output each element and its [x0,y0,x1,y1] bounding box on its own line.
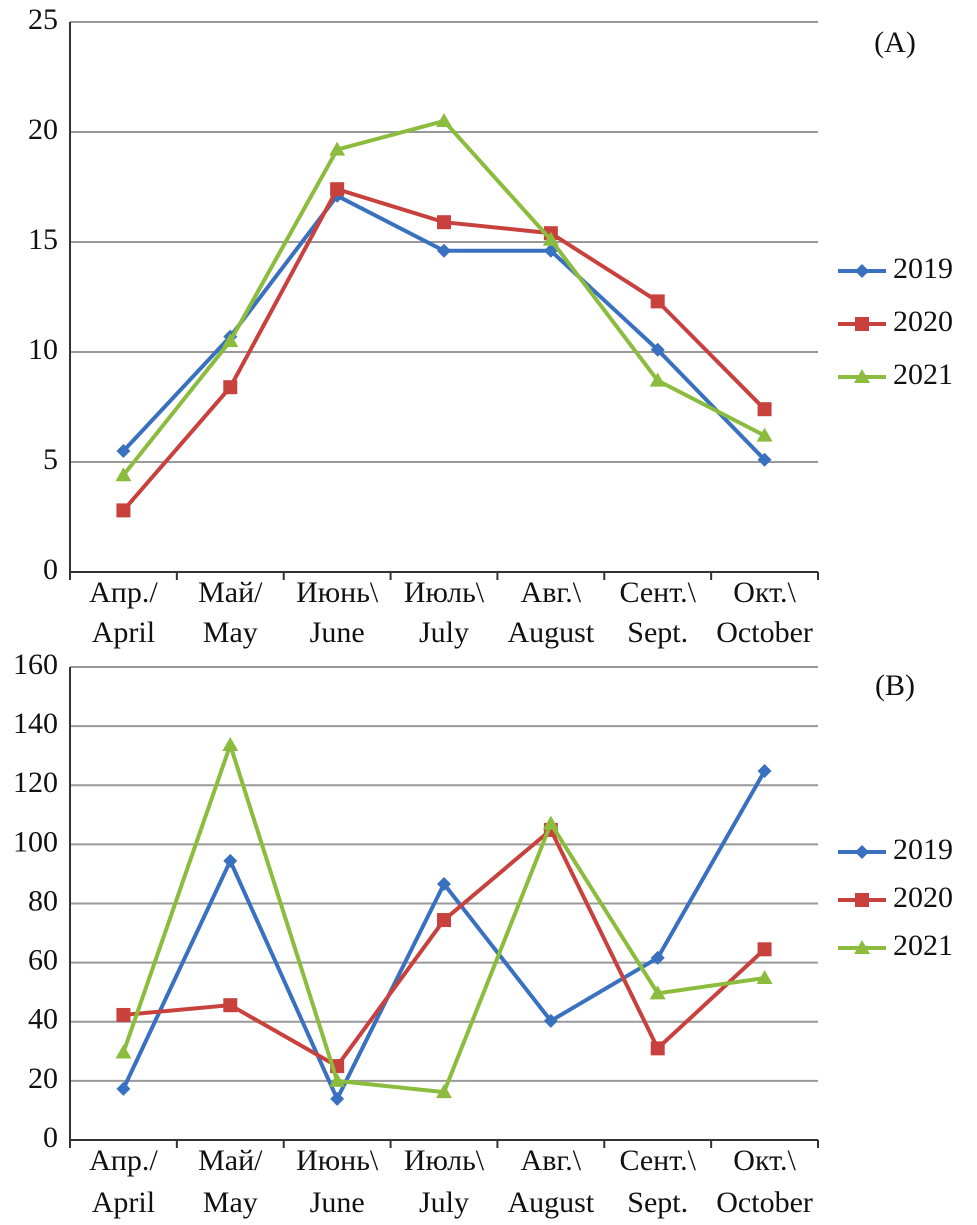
x-tick-label: Июль\ [404,576,485,609]
x-tick-label: October [716,1186,813,1219]
marker [650,1041,665,1056]
series-line [121,118,766,477]
legend-label: 2019 [893,252,953,285]
x-tick-label: July [419,616,469,649]
marker [650,342,665,357]
marker [222,333,239,347]
marker [542,231,559,246]
marker [437,215,451,230]
marker [330,182,345,197]
y-tick-label: 20 [28,1062,58,1095]
y-tick-label: 10 [28,333,58,366]
y-tick-label: 60 [28,944,58,977]
marker [330,1091,345,1106]
legend-label: 2019 [893,833,953,866]
marker [757,402,772,417]
marker [115,1044,132,1059]
marker [223,380,238,395]
x-tick-label: October [716,616,813,649]
marker [223,853,238,868]
y-tick-label: 140 [13,707,58,740]
x-tick-label: May [203,616,258,649]
y-tick-label: 120 [13,766,58,799]
legend-marker [855,845,869,859]
marker [649,372,666,387]
marker [650,294,665,309]
y-tick-label: 160 [13,648,58,681]
y-tick-label: 5 [43,443,58,476]
y-tick-label: 100 [13,825,58,858]
legend-label: 2021 [893,358,953,391]
x-tick-label: April [92,1186,155,1219]
marker [757,942,772,957]
y-tick-label: 40 [28,1003,58,1036]
legend-label: 2020 [893,881,953,914]
marker [222,737,239,752]
legend-marker [855,893,869,907]
marker [542,815,559,830]
x-tick-label: Июль\ [404,1144,485,1177]
series-line [121,770,767,1104]
x-tick-label: Апр./ [89,1144,158,1177]
x-tick-label: Sept. [627,1186,688,1219]
series-line [121,193,767,462]
x-tick-label: Апр./ [89,576,158,609]
marker [756,427,773,442]
x-tick-label: Июнь\ [296,1144,379,1177]
marker [437,876,451,891]
x-tick-label: Сент.\ [619,1144,696,1177]
x-tick-label: Авг.\ [521,1144,582,1177]
panel-label: (A) [874,26,916,59]
y-tick-label: 25 [28,3,58,36]
y-tick-label: 0 [43,1121,58,1154]
marker [436,1084,452,1099]
series-line [123,826,766,1069]
legend-label: 2021 [893,929,953,962]
marker [437,913,451,928]
x-tick-label: June [310,1186,365,1219]
legend-marker [854,940,870,954]
x-tick-label: Sept. [627,616,688,649]
x-tick-label: June [310,616,365,649]
y-tick-label: 0 [43,553,58,586]
x-tick-label: Окт.\ [733,576,796,609]
x-tick-label: May [203,1186,258,1219]
marker [116,503,131,518]
marker [223,998,238,1013]
marker [757,452,772,467]
marker [757,764,772,779]
marker [115,467,132,482]
y-tick-label: 15 [28,223,58,256]
panel-label: (B) [875,669,915,702]
marker [650,950,665,965]
marker [436,113,452,127]
x-tick-label: August [508,1186,595,1219]
legend-label: 2020 [893,305,953,338]
x-tick-label: Авг.\ [521,576,582,609]
marker [649,985,666,1000]
marker [756,969,773,984]
marker [329,141,346,156]
x-tick-label: July [419,1186,469,1219]
x-tick-label: Окт.\ [733,1144,796,1177]
marker [116,444,131,458]
marker [543,1013,558,1028]
legend-marker [855,317,869,331]
x-tick-label: Май/ [198,576,263,609]
marker [329,1072,346,1087]
x-tick-label: Май/ [198,1144,263,1177]
x-tick-label: April [92,616,155,649]
legend-marker [854,369,870,383]
x-tick-label: August [508,616,595,649]
marker [116,1081,131,1096]
legend-marker [855,264,869,278]
x-tick-label: Июнь\ [296,576,379,609]
marker [437,243,451,258]
y-tick-label: 80 [28,884,58,917]
marker [116,1007,131,1022]
y-tick-label: 20 [28,113,58,146]
x-tick-label: Сент.\ [619,576,696,609]
